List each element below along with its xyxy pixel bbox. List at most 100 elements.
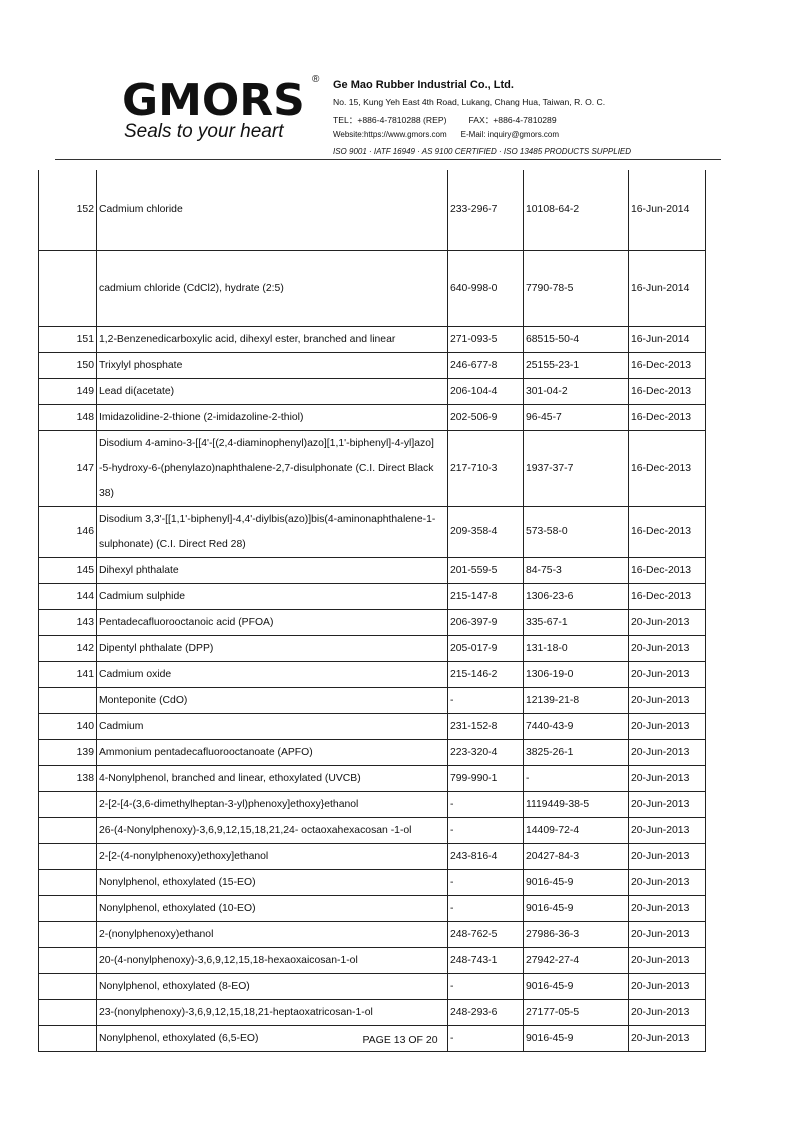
inclusion-date: 20-Jun-2013 xyxy=(628,738,706,766)
substance-name: Nonylphenol, ethoxylated (8-EO) xyxy=(96,972,448,1000)
item-number xyxy=(38,790,97,818)
item-number: 142 xyxy=(38,634,97,662)
ec-number: - xyxy=(447,1024,524,1052)
item-number xyxy=(38,998,97,1026)
inclusion-date: 16-Dec-2013 xyxy=(628,351,706,379)
ec-number: - xyxy=(447,686,524,714)
substance-name: Pentadecafluorooctanoic acid (PFOA) xyxy=(96,608,448,636)
table-row: 150 Trixylyl phosphate 246-677-8 25155-23-1… xyxy=(38,351,706,379)
item-number xyxy=(38,1024,97,1052)
ec-number: 215-146-2 xyxy=(447,660,524,688)
ec-number: 202-506-9 xyxy=(447,403,524,431)
item-number xyxy=(38,972,97,1000)
substance-name: 4-Nonylphenol, branched and linear, etho… xyxy=(96,764,448,792)
cas-number: 9016-45-9 xyxy=(523,1024,629,1052)
inclusion-date: 20-Jun-2013 xyxy=(628,764,706,792)
cas-number: 1306-23-6 xyxy=(523,582,629,610)
inclusion-date: 16-Jun-2014 xyxy=(628,249,706,327)
inclusion-date: 20-Jun-2013 xyxy=(628,686,706,714)
table-row: 23-(nonylphenoxy)-3,6,9,12,15,18,21-hept… xyxy=(38,998,706,1026)
table-row: Nonylphenol, ethoxylated (10-EO) -9016-45… xyxy=(38,894,706,922)
item-number: 148 xyxy=(38,403,97,431)
header-divider xyxy=(55,159,721,160)
inclusion-date: 20-Jun-2013 xyxy=(628,1024,706,1052)
substance-name: Cadmium sulphide xyxy=(96,582,448,610)
table-row: 142 Dipentyl phthalate (DPP) 205-017-9 131-… xyxy=(38,634,706,662)
certifications: ISO 9001 · IATF 16949 · AS 9100 CERTIFIE… xyxy=(333,147,632,156)
ec-number: 248-293-6 xyxy=(447,998,524,1026)
substance-name: Monteponite (CdO) xyxy=(96,686,448,714)
cas-number: 27986-36-3 xyxy=(523,920,629,948)
cas-number: 573-58-0 xyxy=(523,505,629,558)
inclusion-date: 16-Dec-2013 xyxy=(628,403,706,431)
table-row: 147 Disodium 4-amino-3-[[4'-[(2,4-diamino… xyxy=(38,429,706,507)
ec-number: 205-017-9 xyxy=(447,634,524,662)
cas-number: 9016-45-9 xyxy=(523,972,629,1000)
cas-number: 9016-45-9 xyxy=(523,868,629,896)
cas-number: 9016-45-9 xyxy=(523,894,629,922)
ec-number: - xyxy=(447,868,524,896)
substance-name: cadmium chloride (CdCl2), hydrate (2:5) xyxy=(96,249,448,327)
ec-number: 223-320-4 xyxy=(447,738,524,766)
inclusion-date: 20-Jun-2013 xyxy=(628,842,706,870)
table-row: 145 Dihexyl phthalate 201-559-5 84-75-3 16-D… xyxy=(38,556,706,584)
item-number: 146 xyxy=(38,505,97,558)
cas-number: 3825-26-1 xyxy=(523,738,629,766)
address: No. 15, Kung Yeh East 4th Road, Lukang, … xyxy=(333,97,606,107)
cas-number: 12139-21-8 xyxy=(523,686,629,714)
inclusion-date: 20-Jun-2013 xyxy=(628,920,706,948)
cas-number: - xyxy=(523,764,629,792)
cas-number: 27942-27-4 xyxy=(523,946,629,974)
ec-number: 233-296-7 xyxy=(447,170,524,251)
inclusion-date: 20-Jun-2013 xyxy=(628,660,706,688)
item-number xyxy=(38,842,97,870)
ec-number: 271-093-5 xyxy=(447,325,524,353)
ec-number: - xyxy=(447,790,524,818)
cas-number: 27177-05-5 xyxy=(523,998,629,1026)
inclusion-date: 20-Jun-2013 xyxy=(628,712,706,740)
table-row: cadmium chloride (CdCl2), hydrate (2:5) 6… xyxy=(38,249,706,327)
ec-number: 215-147-8 xyxy=(447,582,524,610)
substance-name: Trixylyl phosphate xyxy=(96,351,448,379)
company-name: Ge Mao Rubber Industrial Co., Ltd. xyxy=(333,79,514,91)
table-row: 143 Pentadecafluorooctanoic acid (PFOA) 20… xyxy=(38,608,706,636)
table-row: 2-[2-[4-(3,6-dimethylheptan-3-yl)phenoxy… xyxy=(38,790,706,818)
substance-name: Cadmium xyxy=(96,712,448,740)
inclusion-date: 16-Dec-2013 xyxy=(628,582,706,610)
substance-name: Cadmium oxide xyxy=(96,660,448,688)
substance-name: Dihexyl phthalate xyxy=(96,556,448,584)
table-row: 149 Lead di(acetate) 206-104-4 301-04-2 16-D… xyxy=(38,377,706,405)
table-row: 139 Ammonium pentadecafluorooctanoate (AP… xyxy=(38,738,706,766)
substance-name: Nonylphenol, ethoxylated (6,5-EO) xyxy=(96,1024,448,1052)
table-row: 2-(nonylphenoxy)ethanol 248-762-5 27986-36… xyxy=(38,920,706,948)
inclusion-date: 16-Dec-2013 xyxy=(628,556,706,584)
cas-number: 131-18-0 xyxy=(523,634,629,662)
item-number: 152 xyxy=(38,170,97,251)
contact-line: Website:https://www.gmors.com E-Mail: inq… xyxy=(333,130,559,139)
item-number: 144 xyxy=(38,582,97,610)
substance-name: Dipentyl phthalate (DPP) xyxy=(96,634,448,662)
ec-number: 231-152-8 xyxy=(447,712,524,740)
cas-number: 68515-50-4 xyxy=(523,325,629,353)
table-row: 151 1,2-Benzenedicarboxylic acid, dihexyl… xyxy=(38,325,706,353)
table-row: 140 Cadmium 231-152-8 7440-43-9 20-Jun-2013 xyxy=(38,712,706,740)
item-number xyxy=(38,816,97,844)
table-row: 2-[2-(4-nonylphenoxy)ethoxy]ethanol 243-8… xyxy=(38,842,706,870)
cas-number: 1119449-38-5 xyxy=(523,790,629,818)
cas-number: 7440-43-9 xyxy=(523,712,629,740)
svhc-table: 152 Cadmium chloride 233-296-7 10108-64-2 16… xyxy=(38,170,706,1052)
substance-name: 2-(nonylphenoxy)ethanol xyxy=(96,920,448,948)
ec-number: 799-990-1 xyxy=(447,764,524,792)
substance-name: Disodium 4-amino-3-[[4'-[(2,4-diaminophe… xyxy=(96,429,448,507)
substance-name: Cadmium chloride xyxy=(96,170,448,251)
table-row: 144 Cadmium sulphide 215-147-8 1306-23-6 16-… xyxy=(38,582,706,610)
substance-name: 1,2-Benzenedicarboxylic acid, dihexyl es… xyxy=(96,325,448,353)
table-row: Monteponite (CdO) -12139-21-8 20-Jun-2013 xyxy=(38,686,706,714)
table-row: 148 Imidazolidine-2-thione (2-imidazoline… xyxy=(38,403,706,431)
item-number: 138 xyxy=(38,764,97,792)
item-number xyxy=(38,249,97,327)
item-number xyxy=(38,686,97,714)
substance-name: Nonylphenol, ethoxylated (15-EO) xyxy=(96,868,448,896)
website: Website:https://www.gmors.com xyxy=(333,130,447,139)
table-row: Nonylphenol, ethoxylated (8-EO) -9016-45-… xyxy=(38,972,706,1000)
